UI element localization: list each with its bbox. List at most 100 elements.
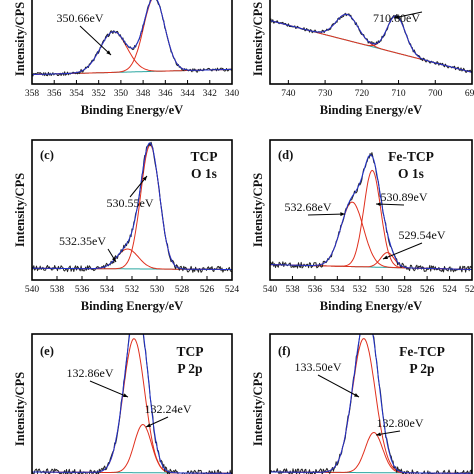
x-tick-label: 536 <box>308 285 323 295</box>
arrow-head <box>376 202 381 207</box>
x-tick-label: 526 <box>420 285 435 295</box>
panel-2: 740 730 720 710 700 690 Binding Energy/eV Inten… <box>251 0 474 117</box>
traces <box>32 334 232 474</box>
x-tick-label: 354 <box>69 89 84 99</box>
x-tick-label: 534 <box>330 285 345 295</box>
y-axis-label: Intensity/CPS <box>251 372 265 446</box>
sample-label: TCP <box>191 149 218 164</box>
y-axis-label: Intensity/CPS <box>13 372 27 446</box>
fit-envelope <box>32 142 232 270</box>
panel-letter: (d) <box>278 148 293 162</box>
traces <box>270 12 472 73</box>
arrow-head <box>111 257 116 262</box>
x-tick-label: 700 <box>428 89 443 99</box>
x-axis-label: Binding Energy/eV <box>81 103 183 117</box>
arrow-head <box>142 176 147 181</box>
arrow-head <box>106 50 111 55</box>
peak-arrow <box>375 203 405 206</box>
traces <box>32 141 232 273</box>
x-tick-label: 352 <box>92 89 107 99</box>
peak-arrow <box>317 374 360 398</box>
peak-label: 132.24eV <box>145 402 192 416</box>
arrow-head <box>376 432 381 437</box>
x-tick-label: 730 <box>318 89 333 99</box>
y-axis-label: Intensity/CPS <box>13 2 27 76</box>
orbital-label: P 2p <box>177 361 202 376</box>
y-axis-label: Intensity/CPS <box>13 173 27 247</box>
sample-label: Fe-TCP <box>399 344 445 359</box>
arrow-head <box>394 15 399 19</box>
peak-fit-2 <box>270 169 472 270</box>
x-tick-label: 342 <box>203 89 218 99</box>
x-tick-label: 540 <box>263 285 278 295</box>
peak-arrow <box>382 242 423 260</box>
arrow-head <box>340 212 345 217</box>
sample-label: TCP <box>177 344 204 359</box>
y-axis-label: Intensity/CPS <box>251 173 265 247</box>
panel-5: Intensity/CPS (e) TCP P 2p 132.86eV 132.24eV <box>13 333 233 474</box>
x-tick-label: 526 <box>200 285 215 295</box>
raw-spectrum <box>32 141 232 273</box>
peak-fit-2 <box>270 432 472 474</box>
fit-envelope <box>32 334 232 474</box>
x-tick-label: 538 <box>285 285 300 295</box>
x-tick-label: 540 <box>25 285 40 295</box>
x-tick-label: 522 <box>465 285 474 295</box>
raw-spectrum <box>270 334 472 474</box>
x-tick-label: 524 <box>225 285 240 295</box>
x-tick-label: 340 <box>225 89 240 99</box>
traces <box>270 334 472 474</box>
peak-label: 532.68eV <box>285 200 332 214</box>
arrow-head <box>354 393 359 397</box>
x-tick-label: 538 <box>50 285 65 295</box>
y-axis-label: Intensity/CPS <box>251 2 265 76</box>
x-tick-label: 356 <box>47 89 62 99</box>
peak-fit-2 <box>32 424 232 474</box>
x-tick-label: 348 <box>136 89 151 99</box>
arrow-head <box>146 423 151 427</box>
x-tick-label: 346 <box>158 89 173 99</box>
traces <box>32 0 232 77</box>
peak-arrow <box>393 11 423 19</box>
orbital-label: O 1s <box>191 166 217 181</box>
panel-1: 358 356 354 352 350 348 346 344 342 340 Binding En… <box>13 0 239 117</box>
x-axis-label: Binding Energy/eV <box>81 299 183 313</box>
fit-envelope <box>32 0 232 75</box>
peak-arrow <box>89 380 129 398</box>
x-tick-label: 536 <box>75 285 90 295</box>
x-tick-label: 690 <box>465 89 474 99</box>
x-tick-label: 528 <box>175 285 190 295</box>
x-tick-label: 530 <box>375 285 390 295</box>
panel-6: Intensity/CPS (f) Fe-TCP P 2p 133.50eV 132.80… <box>251 333 473 474</box>
panel-3: 540 538 536 534 532 530 528 526 524 Binding Energ… <box>13 139 240 313</box>
peak-label: 132.80eV <box>377 416 424 430</box>
panel-letter: (f) <box>278 344 291 358</box>
axes-frame <box>31 0 233 85</box>
axes-frame <box>269 139 473 281</box>
panel-4: 540 538 536 534 532 530 528 526 524 522 Binding En… <box>251 139 474 313</box>
fit-envelope <box>270 334 472 474</box>
arrow-head <box>383 255 388 260</box>
orbital-label: O 1s <box>398 166 424 181</box>
peak-label: 132.86eV <box>67 366 114 380</box>
peak-label: 350.66eV <box>57 11 104 25</box>
x-tick-label: 530 <box>150 285 165 295</box>
x-tick-label: 350 <box>114 89 129 99</box>
peak-arrow <box>307 213 346 216</box>
fit-envelope <box>270 13 472 73</box>
x-tick-label: 710 <box>391 89 406 99</box>
x-tick-label: 524 <box>442 285 457 295</box>
sample-label: Fe-TCP <box>388 149 434 164</box>
x-tick-label: 344 <box>180 89 195 99</box>
axes-frame <box>269 0 473 85</box>
traces <box>270 152 472 273</box>
x-tick-label: 528 <box>398 285 413 295</box>
panel-letter: (e) <box>40 344 54 358</box>
x-tick-label: 740 <box>281 89 296 99</box>
x-axis-label: Binding Energy/eV <box>320 299 422 313</box>
peak-label: 133.50eV <box>295 360 342 374</box>
peak-fit-1 <box>32 31 232 75</box>
peak-label: 530.89eV <box>381 190 428 204</box>
arrow-head <box>123 393 128 398</box>
